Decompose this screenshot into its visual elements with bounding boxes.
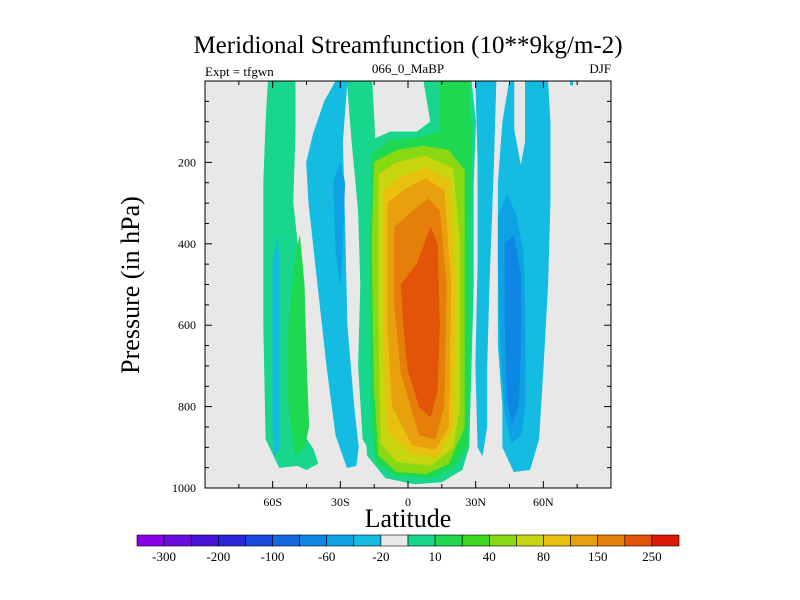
contour-region-neg10-0 xyxy=(272,235,280,457)
colorbar-box xyxy=(488,534,517,547)
x-tick-label: 60S xyxy=(263,495,282,509)
colorbar: -300 -200 -100 -60 -20 10 40 80 150 250 xyxy=(136,534,680,564)
colorbar-box xyxy=(570,534,598,547)
contour-region-200-0 xyxy=(400,226,440,418)
contour-region-neg10-3 xyxy=(475,80,497,457)
center-string: 066_0_MaBP xyxy=(372,61,444,76)
colorbar-label: 40 xyxy=(483,549,496,564)
colorbar-box xyxy=(380,534,409,547)
colorbar-label: -60 xyxy=(318,549,335,564)
left-string: Expt = tfgwn xyxy=(205,64,274,79)
colorbar-label: 250 xyxy=(642,549,662,564)
colorbar-box xyxy=(353,534,382,547)
colorbar-box xyxy=(651,534,680,547)
y-tick-label: 1000 xyxy=(172,481,196,495)
colorbar-label: -20 xyxy=(372,549,389,564)
colorbar-box xyxy=(543,534,571,547)
x-axis-ticks: 60S 30S 0 30N 60N xyxy=(238,81,578,509)
contour-region-neg10-4 xyxy=(570,80,574,86)
colorbar-box xyxy=(434,534,463,547)
colorbar-box xyxy=(326,534,355,547)
colorbar-box xyxy=(190,534,219,547)
colorbar-label: -200 xyxy=(206,549,230,564)
y-tick-label: 400 xyxy=(178,237,196,251)
colorbar-label: 150 xyxy=(588,549,608,564)
contour-region-neg20-0 xyxy=(333,161,346,285)
x-tick-label: 0 xyxy=(405,495,411,509)
colorbar-box xyxy=(245,534,273,547)
colorbar-box xyxy=(272,534,300,547)
colorbar-box xyxy=(218,534,246,547)
colorbar-label: -300 xyxy=(152,549,176,564)
right-string: DJF xyxy=(589,61,611,76)
colorbar-label: 10 xyxy=(429,549,442,564)
plot-area: 60S 30S 0 30N 60N 200 400 600 800 1000 xyxy=(172,80,612,509)
colorbar-box xyxy=(299,534,328,547)
colorbar-box xyxy=(516,534,544,547)
contour-region-neg40-0 xyxy=(504,235,522,424)
colorbar-box xyxy=(163,534,192,547)
x-tick-label: 30N xyxy=(465,495,486,509)
colorbar-label: -100 xyxy=(261,549,285,564)
y-axis-ticks: 200 400 600 800 1000 xyxy=(172,80,611,495)
colorbar-box xyxy=(597,534,626,547)
colorbar-box xyxy=(136,534,165,547)
y-tick-label: 800 xyxy=(178,400,196,414)
contour-region-20-0 xyxy=(288,235,310,457)
x-axis-label: Latitude xyxy=(365,504,452,533)
contour-fills xyxy=(263,80,574,485)
colorbar-box xyxy=(461,534,490,547)
colorbar-label: 80 xyxy=(537,549,550,564)
x-tick-label: 60N xyxy=(533,495,554,509)
chart-title: Meridional Streamfunction (10**9kg/m-2) xyxy=(193,32,622,59)
colorbar-box xyxy=(407,534,436,547)
y-axis-label: Pressure (in hPa) xyxy=(116,196,145,374)
contour-region-neg10-1 xyxy=(306,80,359,468)
y-tick-label: 600 xyxy=(178,318,196,332)
colorbar-box xyxy=(624,534,653,547)
x-tick-label: 30S xyxy=(331,495,350,509)
y-tick-label: 200 xyxy=(178,155,196,169)
